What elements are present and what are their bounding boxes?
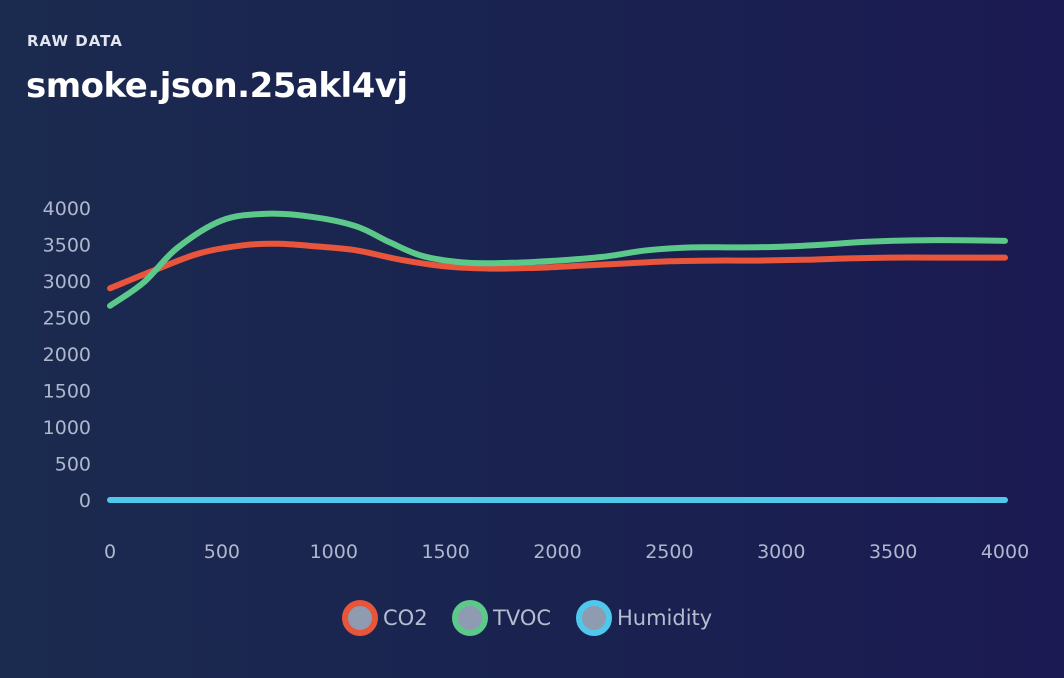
y-tick-label: 2000 (43, 344, 91, 366)
x-tick-label: 4000 (981, 541, 1029, 563)
x-tick-label: 1500 (421, 541, 469, 563)
y-tick-label: 1500 (43, 381, 91, 403)
y-axis-ticks: 0 500 1000 1500 2000 2500 3000 3500 4000 (43, 198, 91, 512)
y-tick-label: 2500 (43, 308, 91, 330)
y-tick-label: 1000 (43, 417, 91, 439)
x-tick-label: 3500 (869, 541, 917, 563)
legend-label: Humidity (617, 606, 712, 630)
x-tick-label: 500 (204, 541, 240, 563)
legend-label: CO2 (383, 606, 428, 630)
legend-label: TVOC (492, 606, 551, 630)
legend-swatch (452, 600, 488, 636)
series-line-tvoc (107, 210, 1008, 309)
y-tick-label: 0 (79, 490, 91, 512)
x-tick-label: 2500 (645, 541, 693, 563)
x-axis-ticks: 0 500 1000 1500 2000 2500 3000 3500 4000 (104, 541, 1029, 563)
legend: CO2 TVOC Humidity (342, 600, 712, 636)
section-eyebrow: RAW DATA (27, 32, 123, 50)
x-tick-label: 1000 (310, 541, 358, 563)
legend-item-humidity[interactable]: Humidity (576, 600, 712, 636)
legend-item-co2[interactable]: CO2 (342, 600, 428, 636)
y-tick-label: 3500 (43, 235, 91, 257)
legend-swatch (576, 600, 612, 636)
page-title: smoke.json.25akl4vj (26, 66, 408, 106)
series-lines (107, 210, 1008, 504)
x-tick-label: 3000 (757, 541, 805, 563)
series-line-co2 (107, 240, 1008, 292)
y-tick-label: 3000 (43, 271, 91, 293)
y-tick-label: 4000 (43, 198, 91, 220)
x-tick-label: 0 (104, 541, 116, 563)
y-tick-label: 500 (55, 454, 91, 476)
legend-swatch (342, 600, 378, 636)
legend-item-tvoc[interactable]: TVOC (452, 600, 551, 636)
x-tick-label: 2000 (533, 541, 581, 563)
